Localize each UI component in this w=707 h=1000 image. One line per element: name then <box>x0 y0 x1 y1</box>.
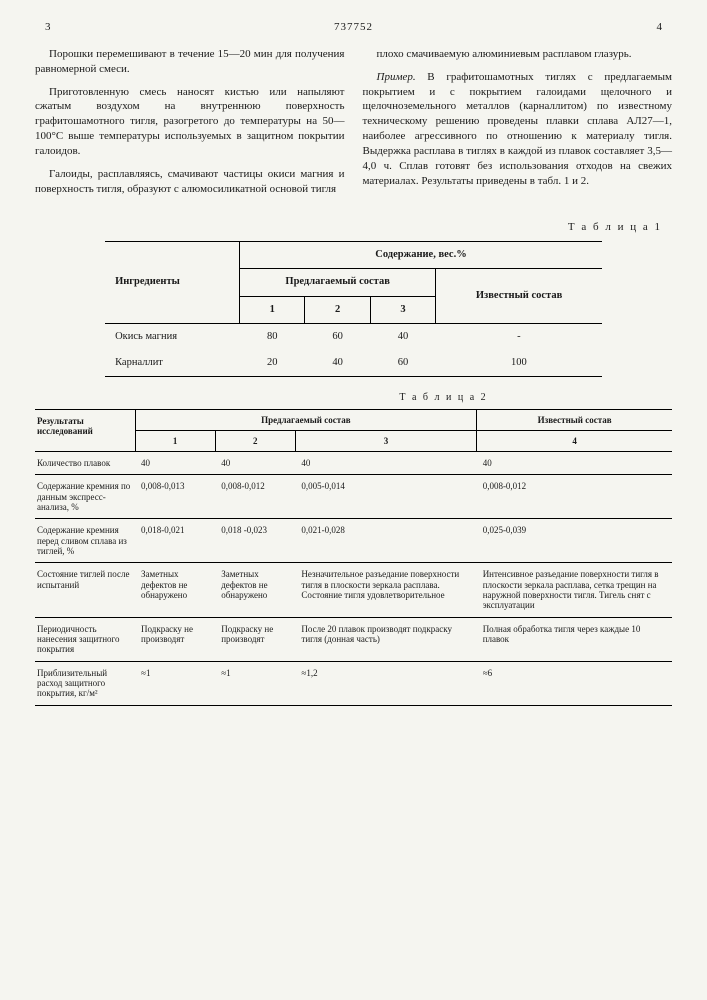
cell: 40 <box>215 451 295 474</box>
example-label: Пример. <box>377 71 416 83</box>
cell: Полная обработка тигля через каждые 10 п… <box>477 617 672 661</box>
row-label: Карналлит <box>105 350 240 377</box>
cell: Заметных дефектов не обнаружено <box>215 563 295 617</box>
th-col: 4 <box>477 430 672 451</box>
cell: Незначительное разъедание поверхности ти… <box>295 563 476 617</box>
cell: ≈1 <box>215 661 295 705</box>
cell: 20 <box>240 350 305 377</box>
para: Порошки перемешивают в течение 15—20 мин… <box>35 47 345 77</box>
left-column: Порошки перемешивают в течение 15—20 мин… <box>35 47 345 205</box>
cell: ≈1 <box>135 661 215 705</box>
cell: ≈6 <box>477 661 672 705</box>
th-col: 3 <box>370 296 435 323</box>
table-1: Ингредиенты Содержание, вес.% Предлагаем… <box>105 241 602 377</box>
para: Пример. В графитошамотных тиглях с предл… <box>363 70 673 189</box>
row-label: Приблизительный расход защитного покрыти… <box>35 661 135 705</box>
th-known: Известный состав <box>436 269 602 323</box>
th-proposed: Предлагаемый состав <box>240 269 436 296</box>
th-content: Содержание, вес.% <box>240 242 602 269</box>
cell: 0,008-0,012 <box>215 475 295 519</box>
cell: Заметных дефектов не обнаружено <box>135 563 215 617</box>
cell: 0,025-0,039 <box>477 519 672 563</box>
table-2: Результаты исследований Предлагаемый сос… <box>35 409 672 706</box>
cell: - <box>436 323 602 350</box>
cell: Подкраску не производят <box>215 617 295 661</box>
cell: 40 <box>370 323 435 350</box>
th-col: 2 <box>305 296 370 323</box>
cell: 40 <box>477 451 672 474</box>
th-col: 3 <box>295 430 476 451</box>
para: Приготовленную смесь наносят кистью или … <box>35 85 345 159</box>
cell: Подкраску не производят <box>135 617 215 661</box>
cell: 40 <box>305 350 370 377</box>
row-label: Содержание кремния по данным экспресс-ан… <box>35 475 135 519</box>
para: Галоиды, расплавляясь, смачивают частицы… <box>35 167 345 197</box>
text-columns: Порошки перемешивают в течение 15—20 мин… <box>35 47 672 205</box>
para-text: В графитошамотных тиглях с предлагаемым … <box>363 71 673 187</box>
cell: 0,018-0,021 <box>135 519 215 563</box>
cell: 0,018 -0,023 <box>215 519 295 563</box>
cell: 80 <box>240 323 305 350</box>
doc-number: 737752 <box>51 20 657 35</box>
page-header: 3 737752 4 <box>35 20 672 35</box>
row-label: Количество плавок <box>35 451 135 474</box>
row-label: Периодичность нанесения защитного покрыт… <box>35 617 135 661</box>
table1-label: Т а б л и ц а 1 <box>35 220 662 235</box>
page-right: 4 <box>657 20 663 35</box>
th-col: 1 <box>135 430 215 451</box>
cell: Интенсивное разъедание поверхности тигля… <box>477 563 672 617</box>
cell: После 20 плавок производят подкраску тиг… <box>295 617 476 661</box>
cell: 40 <box>295 451 476 474</box>
th-results: Результаты исследований <box>35 409 135 451</box>
th-known2: Известный состав <box>477 409 672 430</box>
th-ingredients: Ингредиенты <box>105 242 240 324</box>
cell: ≈1,2 <box>295 661 476 705</box>
row-label: Содержание кремния перед сливом сплава и… <box>35 519 135 563</box>
row-label: Состояние тиглей после испытаний <box>35 563 135 617</box>
cell: 60 <box>370 350 435 377</box>
th-proposed2: Предлагаемый состав <box>135 409 477 430</box>
cell: 0,021-0,028 <box>295 519 476 563</box>
cell: 0,008-0,012 <box>477 475 672 519</box>
th-col: 2 <box>215 430 295 451</box>
table2-label: Т а б л и ц а 2 <box>215 391 672 405</box>
cell: 60 <box>305 323 370 350</box>
cell: 0,005-0,014 <box>295 475 476 519</box>
th-col: 1 <box>240 296 305 323</box>
row-label: Окись магния <box>105 323 240 350</box>
cell: 40 <box>135 451 215 474</box>
right-column: плохо смачиваемую алюминиевым расплавом … <box>363 47 673 205</box>
para: плохо смачиваемую алюминиевым расплавом … <box>363 47 673 62</box>
cell: 100 <box>436 350 602 377</box>
cell: 0,008-0,013 <box>135 475 215 519</box>
